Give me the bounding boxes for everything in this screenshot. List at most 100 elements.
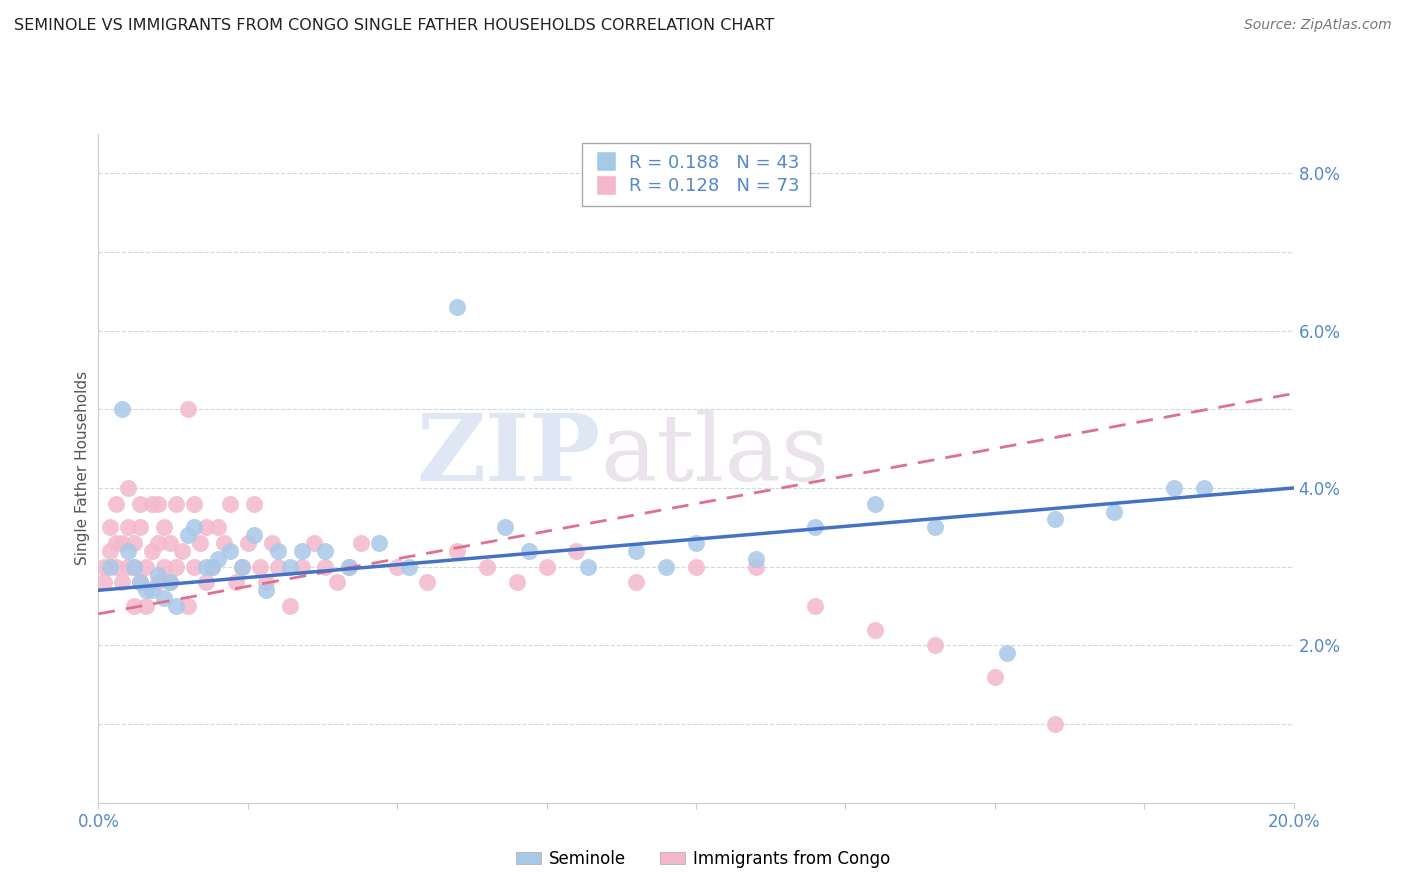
Point bbox=[1043, 512, 1066, 526]
Point bbox=[183, 559, 205, 574]
Point bbox=[129, 575, 152, 590]
Point bbox=[517, 544, 540, 558]
Point bbox=[100, 559, 122, 574]
Point bbox=[148, 497, 170, 511]
Point bbox=[1043, 717, 1066, 731]
Point bbox=[924, 639, 946, 653]
Text: ZIP: ZIP bbox=[416, 410, 600, 500]
Point bbox=[207, 551, 229, 566]
Point bbox=[165, 497, 187, 511]
Point bbox=[745, 551, 768, 566]
Point bbox=[685, 559, 707, 574]
Point bbox=[475, 559, 498, 574]
Point bbox=[315, 544, 337, 558]
Point bbox=[124, 536, 146, 550]
Point bbox=[172, 544, 194, 558]
Point bbox=[804, 599, 827, 613]
Point bbox=[183, 520, 205, 534]
Point bbox=[1192, 481, 1215, 495]
Point bbox=[111, 402, 134, 417]
Point bbox=[100, 544, 122, 558]
Point bbox=[148, 575, 170, 590]
Point bbox=[804, 520, 827, 534]
Point bbox=[278, 559, 301, 574]
Point bbox=[188, 536, 211, 550]
Point bbox=[219, 544, 242, 558]
Point bbox=[339, 559, 360, 574]
Point bbox=[124, 599, 146, 613]
Point bbox=[536, 559, 558, 574]
Point bbox=[236, 536, 259, 550]
Point bbox=[195, 559, 218, 574]
Point bbox=[315, 559, 337, 574]
Point bbox=[111, 575, 134, 590]
Point bbox=[924, 520, 946, 534]
Point bbox=[117, 559, 139, 574]
Point bbox=[984, 670, 1007, 684]
Point bbox=[267, 559, 290, 574]
Point bbox=[446, 544, 468, 558]
Legend: Seminole, Immigrants from Congo: Seminole, Immigrants from Congo bbox=[509, 844, 897, 875]
Text: Source: ZipAtlas.com: Source: ZipAtlas.com bbox=[1244, 18, 1392, 32]
Point bbox=[129, 520, 152, 534]
Point bbox=[995, 646, 1018, 660]
Point bbox=[219, 497, 242, 511]
Point bbox=[165, 599, 187, 613]
Point bbox=[153, 559, 176, 574]
Point bbox=[100, 520, 122, 534]
Text: atlas: atlas bbox=[600, 410, 830, 500]
Point bbox=[254, 583, 277, 598]
Point bbox=[260, 536, 283, 550]
Point bbox=[177, 599, 200, 613]
Point bbox=[302, 536, 325, 550]
Point bbox=[446, 300, 468, 314]
Point bbox=[231, 559, 253, 574]
Point bbox=[685, 536, 707, 550]
Point bbox=[105, 497, 128, 511]
Point bbox=[231, 559, 253, 574]
Point bbox=[165, 559, 187, 574]
Point bbox=[159, 575, 181, 590]
Point bbox=[1104, 505, 1126, 519]
Point bbox=[243, 528, 266, 542]
Point bbox=[124, 559, 146, 574]
Point bbox=[1163, 481, 1185, 495]
Point bbox=[135, 599, 157, 613]
Point bbox=[254, 575, 277, 590]
Point bbox=[153, 591, 176, 606]
Point bbox=[129, 575, 152, 590]
Point bbox=[177, 528, 200, 542]
Point bbox=[195, 520, 218, 534]
Point bbox=[278, 599, 301, 613]
Point bbox=[93, 575, 115, 590]
Point bbox=[416, 575, 439, 590]
Point bbox=[117, 520, 139, 534]
Text: SEMINOLE VS IMMIGRANTS FROM CONGO SINGLE FATHER HOUSEHOLDS CORRELATION CHART: SEMINOLE VS IMMIGRANTS FROM CONGO SINGLE… bbox=[14, 18, 775, 33]
Point bbox=[626, 544, 648, 558]
Point bbox=[350, 536, 373, 550]
Point bbox=[291, 559, 314, 574]
Point bbox=[177, 402, 200, 417]
Point bbox=[225, 575, 247, 590]
Point bbox=[141, 583, 163, 598]
Point bbox=[135, 559, 157, 574]
Point bbox=[267, 544, 290, 558]
Point bbox=[105, 559, 128, 574]
Point bbox=[117, 481, 139, 495]
Point bbox=[243, 497, 266, 511]
Point bbox=[153, 520, 176, 534]
Point bbox=[207, 520, 229, 534]
Point bbox=[148, 567, 170, 582]
Point bbox=[398, 559, 420, 574]
Point bbox=[93, 559, 115, 574]
Point bbox=[159, 536, 181, 550]
Point bbox=[129, 497, 152, 511]
Point bbox=[135, 583, 157, 598]
Point bbox=[195, 575, 218, 590]
Point bbox=[117, 544, 139, 558]
Point bbox=[183, 497, 205, 511]
Point bbox=[626, 575, 648, 590]
Point bbox=[655, 559, 678, 574]
Point bbox=[201, 559, 224, 574]
Point bbox=[111, 536, 134, 550]
